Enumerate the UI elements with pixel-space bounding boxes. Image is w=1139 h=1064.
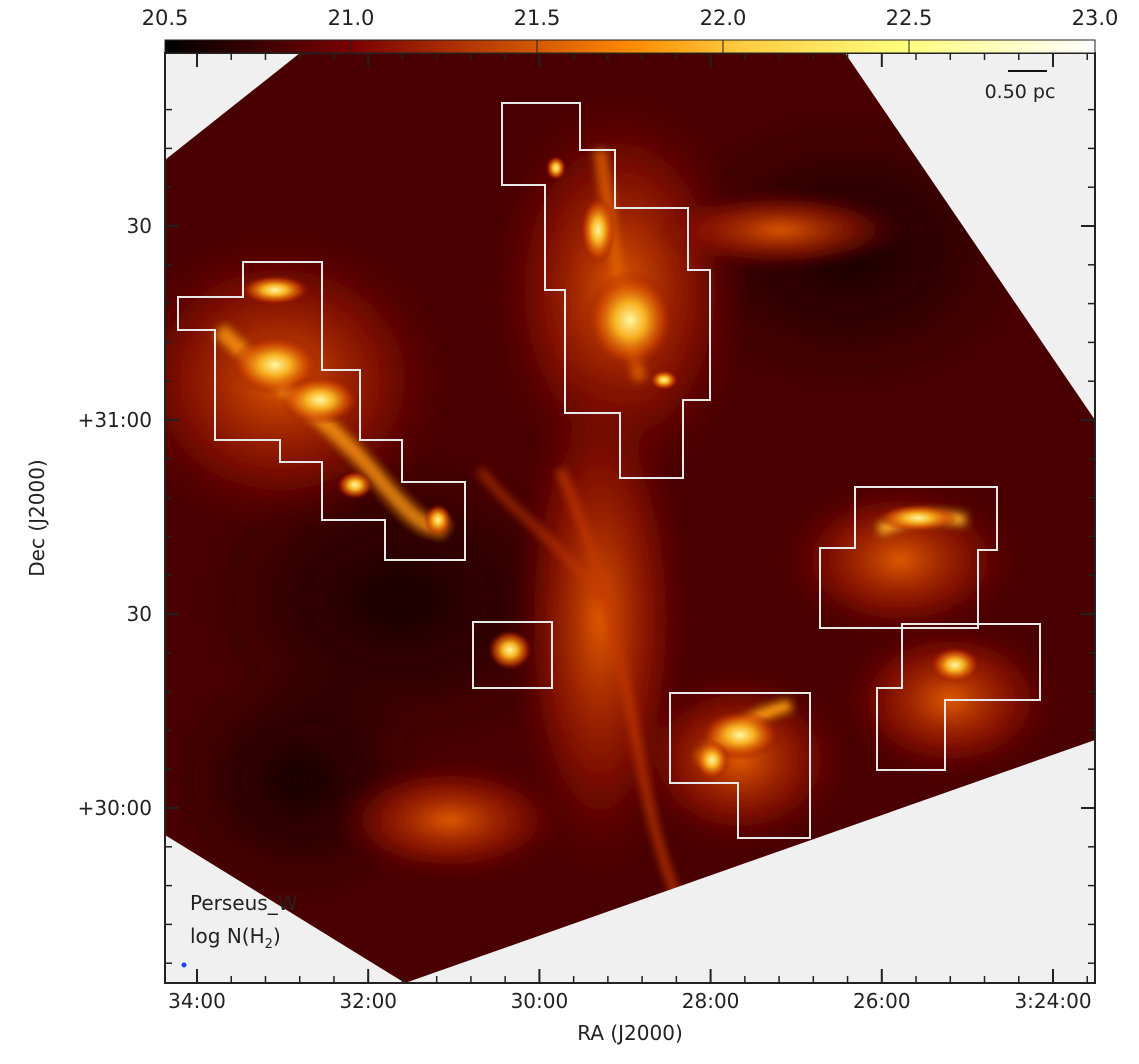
beam-marker [181,962,187,968]
field-name-label: Perseus_W [190,891,298,915]
colorbar-tick-label: 21.0 [328,6,375,30]
column-density-map [165,53,1095,983]
region-contour [819,486,998,629]
x-axis-label: RA (J2000) [577,1021,683,1045]
x-tick-label: 26:00 [853,989,911,1013]
region-contour [669,692,811,839]
colorbar-tick-label: 23.0 [1072,6,1119,30]
colorbar-tick-label: 22.5 [886,6,933,30]
x-tick-label: 34:00 [168,989,226,1013]
region-contour [876,623,1041,771]
y-tick-label: 30 [127,602,152,626]
y-tick-label: +30:00 [78,796,152,820]
region-contour [501,102,711,479]
colorbar-tick-label: 22.0 [700,6,747,30]
colorbar-tick-label: 20.5 [142,6,189,30]
region-contours [177,102,1041,839]
x-tick-label: 32:00 [339,989,397,1013]
y-tick-label: 30 [127,214,152,238]
quantity-label: log N(H2) [190,924,281,952]
x-tick-label: 28:00 [682,989,740,1013]
x-tick-label: 30:00 [511,989,569,1013]
x-tick-label: 3:24:00 [1014,989,1091,1013]
axis-ticks: 34:00 32:00 30:00 28:00 26:00 3:24:00 30 +31:00… [78,6,1119,1013]
region-contour [177,261,466,561]
colorbar [164,39,1096,54]
region-contour [472,621,553,689]
colorbar-tick-label: 21.5 [514,6,561,30]
y-tick-label: +31:00 [78,408,152,432]
scale-bar-label: 0.50 pc [985,81,1056,103]
y-axis-label: Dec (J2000) [25,459,49,576]
